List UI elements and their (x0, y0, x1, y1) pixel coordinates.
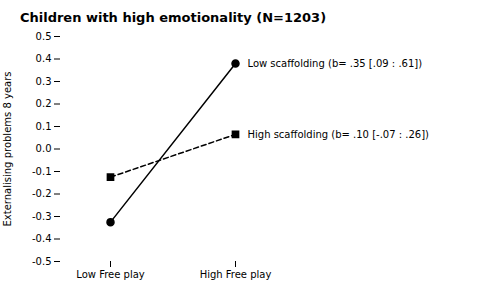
svg-text:-0.5: -0.5 (32, 256, 52, 267)
svg-text:Low Free play: Low Free play (76, 269, 145, 280)
svg-text:Children with high emotionalit: Children with high emotionality (N=1203) (20, 10, 326, 25)
svg-text:0.2: 0.2 (36, 98, 52, 109)
svg-text:Externalising problems 8 years: Externalising problems 8 years (2, 72, 13, 227)
svg-text:Low scaffolding (b= .35 [.09 :: Low scaffolding (b= .35 [.09 : .61]) (248, 58, 423, 69)
svg-text:0.3: 0.3 (36, 76, 52, 87)
svg-text:-0.1: -0.1 (32, 166, 52, 177)
svg-text:High Free play: High Free play (200, 269, 272, 280)
svg-text:0.4: 0.4 (36, 53, 52, 64)
svg-text:0.1: 0.1 (36, 121, 52, 132)
svg-text:-0.3: -0.3 (32, 211, 52, 222)
svg-text:0.5: 0.5 (36, 31, 52, 42)
svg-text:-0.4: -0.4 (32, 233, 52, 244)
svg-text:High scaffolding (b= .10 [-.07: High scaffolding (b= .10 [-.07 : .26]) (248, 129, 430, 140)
svg-text:-0.2: -0.2 (32, 188, 52, 199)
svg-text:0.0: 0.0 (36, 143, 52, 154)
